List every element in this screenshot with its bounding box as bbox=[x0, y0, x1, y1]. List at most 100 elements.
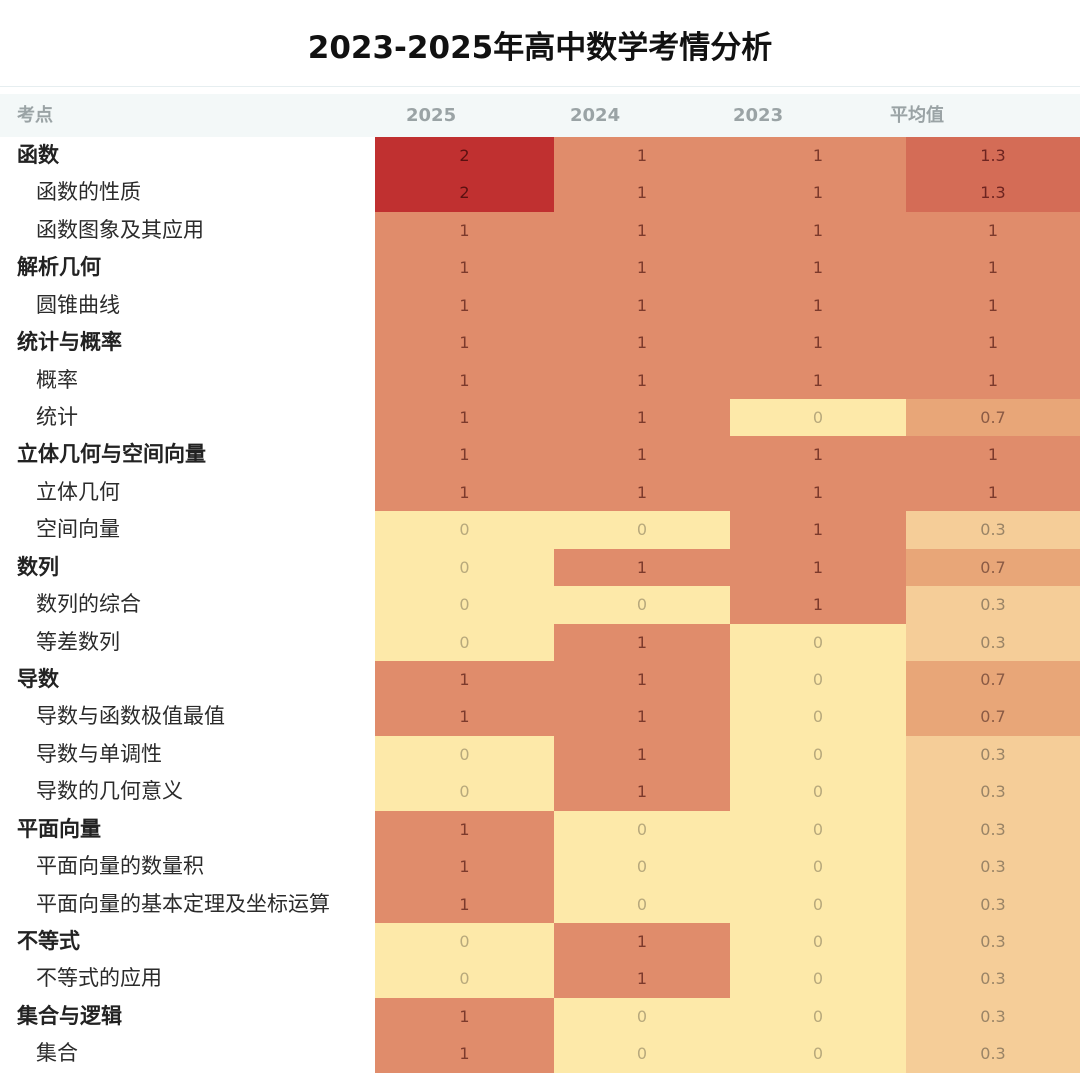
heatmap-cell: 1 bbox=[375, 473, 554, 512]
heatmap-cell: 0 bbox=[554, 848, 730, 887]
heatmap-cell: 0 bbox=[730, 960, 906, 999]
heatmap-cell: 0.3 bbox=[906, 885, 1080, 924]
heatmap-cell: 1 bbox=[906, 473, 1080, 512]
heatmap-cell: 1 bbox=[554, 211, 730, 250]
heatmap-cell: 1 bbox=[554, 436, 730, 475]
heatmap-cell: 0 bbox=[554, 1035, 730, 1073]
row-label: 平面向量 bbox=[17, 816, 101, 841]
row-label: 集合与逻辑 bbox=[17, 1003, 122, 1028]
heatmap-cell: 0 bbox=[730, 923, 906, 962]
table-header-row: 考点 2025 2024 2023 平均值 bbox=[0, 94, 1080, 137]
row-label: 函数 bbox=[17, 143, 59, 167]
heatmap-cell: 1 bbox=[730, 361, 906, 400]
heatmap-cell: 1 bbox=[906, 211, 1080, 250]
heatmap-cell: 0 bbox=[554, 810, 730, 849]
heatmap-cell: 1 bbox=[375, 885, 554, 924]
heatmap-cell: 1 bbox=[375, 211, 554, 250]
heatmap-cell: 0 bbox=[730, 735, 906, 774]
row-label: 不等式的应用 bbox=[36, 966, 162, 991]
heatmap-cell: 1 bbox=[906, 436, 1080, 475]
heatmap-cell: 0 bbox=[554, 586, 730, 625]
heatmap-cell: 1 bbox=[375, 324, 554, 363]
row-label: 空间向量 bbox=[36, 517, 120, 542]
heatmap-cell: 0 bbox=[375, 773, 554, 812]
heatmap-cell: 1 bbox=[375, 848, 554, 887]
row-label: 立体几何 bbox=[36, 479, 120, 504]
heatmap-cell: 1 bbox=[375, 399, 554, 438]
heatmap-cell: 0 bbox=[375, 511, 554, 550]
heatmap-cell: 1 bbox=[375, 361, 554, 400]
heatmap-cell: 1 bbox=[554, 923, 730, 962]
heatmap-cell: 1 bbox=[554, 324, 730, 363]
heatmap-cell: 1 bbox=[375, 698, 554, 737]
heatmap-cell: 1 bbox=[554, 960, 730, 999]
heatmap-cell: 1 bbox=[554, 399, 730, 438]
heatmap-cell: 1.3 bbox=[906, 174, 1080, 213]
page-title: 2023-2025年高中数学考情分析 bbox=[307, 30, 773, 66]
heatmap-cell: 2 bbox=[375, 137, 554, 176]
heatmap-cell: 0.7 bbox=[906, 698, 1080, 737]
heatmap-cell: 1 bbox=[554, 698, 730, 737]
row-label: 导数与单调性 bbox=[36, 741, 162, 766]
row-label: 函数的性质 bbox=[36, 180, 141, 205]
heatmap-cell: 1 bbox=[375, 1035, 554, 1073]
heatmap-cell: 1 bbox=[375, 286, 554, 325]
row-label: 解析几何 bbox=[17, 255, 101, 280]
heatmap-cell: 1 bbox=[730, 548, 906, 587]
heatmap-cell: 0.3 bbox=[906, 848, 1080, 887]
heatmap-cell: 0 bbox=[554, 997, 730, 1036]
row-label: 导数的几何意义 bbox=[36, 779, 183, 804]
heatmap-cell: 1 bbox=[906, 249, 1080, 288]
row-label: 导数与函数极值最值 bbox=[36, 704, 225, 729]
row-label: 集合 bbox=[36, 1041, 78, 1066]
heatmap-cell: 1.3 bbox=[906, 137, 1080, 176]
heatmap-cell: 1 bbox=[375, 997, 554, 1036]
heatmap-cell: 0.3 bbox=[906, 773, 1080, 812]
heatmap-cell: 1 bbox=[730, 211, 906, 250]
heatmap-cell: 0 bbox=[730, 399, 906, 438]
heatmap-cell: 0 bbox=[730, 885, 906, 924]
heatmap-cell: 2 bbox=[375, 174, 554, 213]
heatmap-cell: 0 bbox=[730, 848, 906, 887]
row-label: 等差数列 bbox=[36, 629, 120, 654]
heatmap-cell: 0.3 bbox=[906, 960, 1080, 999]
heatmap-cell: 1 bbox=[375, 661, 554, 700]
heatmap-cell: 0.7 bbox=[906, 399, 1080, 438]
heatmap-cell: 1 bbox=[730, 436, 906, 475]
heatmap-cell: 0.3 bbox=[906, 586, 1080, 625]
heatmap-cell: 1 bbox=[554, 249, 730, 288]
heatmap-cell: 0.3 bbox=[906, 997, 1080, 1036]
row-label: 统计 bbox=[36, 405, 78, 429]
heatmap-cell: 0 bbox=[730, 661, 906, 700]
heatmap-cell: 0.7 bbox=[906, 548, 1080, 587]
row-label: 数列 bbox=[17, 554, 59, 579]
heatmap-cell: 1 bbox=[554, 361, 730, 400]
heatmap-cell: 0 bbox=[554, 885, 730, 924]
heatmap-cell: 1 bbox=[906, 324, 1080, 363]
heatmap-cell: 0.3 bbox=[906, 735, 1080, 774]
heatmap-cell: 0 bbox=[730, 773, 906, 812]
row-label: 统计与概率 bbox=[17, 330, 122, 355]
heatmap-cell: 1 bbox=[554, 137, 730, 176]
heatmap-cell: 0 bbox=[554, 511, 730, 550]
heatmap-cell: 1 bbox=[730, 324, 906, 363]
heatmap-cell: 1 bbox=[730, 511, 906, 550]
row-label: 圆锥曲线 bbox=[36, 292, 120, 317]
heatmap-cell: 1 bbox=[906, 286, 1080, 325]
heatmap-cell: 1 bbox=[730, 249, 906, 288]
heatmap-cell: 1 bbox=[554, 548, 730, 587]
heatmap-cell: 0.7 bbox=[906, 661, 1080, 700]
header-topic: 考点 bbox=[17, 105, 53, 126]
heatmap-cell: 0 bbox=[375, 548, 554, 587]
row-label: 立体几何与空间向量 bbox=[17, 442, 206, 467]
heatmap-cell: 0.3 bbox=[906, 923, 1080, 962]
row-label: 平面向量的数量积 bbox=[36, 854, 204, 879]
heatmap-cell: 0 bbox=[730, 997, 906, 1036]
heatmap-cell: 1 bbox=[730, 286, 906, 325]
heatmap-cell: 1 bbox=[554, 735, 730, 774]
heatmap-cell: 1 bbox=[554, 773, 730, 812]
row-label: 导数 bbox=[17, 667, 59, 692]
heatmap-cell: 1 bbox=[906, 361, 1080, 400]
heatmap-cell: 1 bbox=[730, 586, 906, 625]
heatmap-cell: 0 bbox=[375, 923, 554, 962]
